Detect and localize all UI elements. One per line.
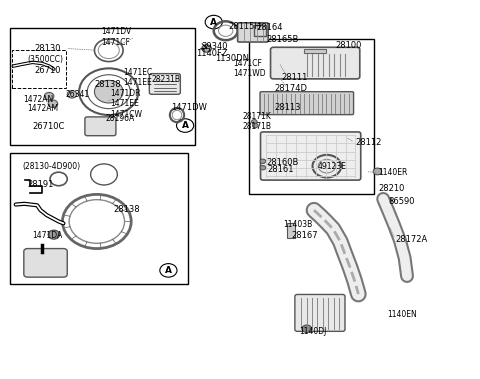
Text: 26710: 26710 bbox=[35, 66, 61, 75]
Text: 28165B: 28165B bbox=[266, 34, 299, 44]
Text: 28174D: 28174D bbox=[275, 84, 307, 93]
FancyBboxPatch shape bbox=[149, 74, 180, 94]
Bar bbox=[254, 25, 266, 36]
Text: 28191: 28191 bbox=[28, 180, 54, 190]
Circle shape bbox=[373, 168, 382, 175]
Text: 28164: 28164 bbox=[257, 23, 283, 32]
Text: 28172A: 28172A bbox=[395, 235, 427, 244]
Text: 1140EN: 1140EN bbox=[387, 310, 417, 319]
Text: 28112: 28112 bbox=[356, 138, 382, 147]
Text: A: A bbox=[181, 121, 189, 130]
FancyBboxPatch shape bbox=[295, 294, 345, 331]
Bar bbox=[304, 49, 326, 53]
Text: A: A bbox=[210, 17, 217, 27]
Text: 1471DA: 1471DA bbox=[33, 231, 63, 240]
FancyBboxPatch shape bbox=[24, 249, 67, 277]
Text: 26341: 26341 bbox=[66, 90, 90, 99]
Text: (28130-4D900): (28130-4D900) bbox=[23, 163, 81, 171]
Circle shape bbox=[48, 100, 58, 108]
Text: 1140DJ: 1140DJ bbox=[300, 327, 327, 336]
Text: 1130DN: 1130DN bbox=[215, 54, 249, 63]
Bar bbox=[249, 39, 373, 194]
Text: 28231B: 28231B bbox=[152, 75, 180, 84]
Text: 28171K
28171B: 28171K 28171B bbox=[242, 112, 271, 132]
Text: 1471CF
1471WD: 1471CF 1471WD bbox=[233, 59, 265, 78]
Circle shape bbox=[252, 119, 257, 124]
Text: 1472AN: 1472AN bbox=[23, 96, 53, 105]
Text: 1471DR
1471EE
1471CW: 1471DR 1471EE 1471CW bbox=[110, 89, 142, 119]
Bar bbox=[12, 50, 66, 88]
Bar bbox=[10, 28, 195, 145]
Text: 28100: 28100 bbox=[336, 41, 362, 50]
FancyBboxPatch shape bbox=[271, 47, 360, 79]
Circle shape bbox=[260, 165, 266, 170]
FancyBboxPatch shape bbox=[85, 117, 116, 136]
Text: 28196A: 28196A bbox=[106, 114, 135, 123]
Circle shape bbox=[44, 92, 54, 100]
Text: (3500CC): (3500CC) bbox=[28, 55, 64, 64]
Circle shape bbox=[202, 45, 211, 52]
Text: 28130: 28130 bbox=[35, 44, 61, 53]
FancyBboxPatch shape bbox=[260, 92, 354, 114]
Text: 28138: 28138 bbox=[114, 205, 140, 213]
Text: 28138: 28138 bbox=[95, 80, 121, 89]
Circle shape bbox=[252, 123, 258, 128]
Text: 1472AM: 1472AM bbox=[28, 104, 59, 113]
Text: 28111: 28111 bbox=[281, 73, 308, 82]
Text: 1471EC
1471EE: 1471EC 1471EE bbox=[123, 68, 152, 87]
Circle shape bbox=[302, 325, 312, 332]
Circle shape bbox=[48, 230, 60, 239]
Text: 1471DW: 1471DW bbox=[171, 103, 207, 112]
Text: 28113: 28113 bbox=[275, 103, 301, 112]
Circle shape bbox=[95, 80, 123, 103]
Bar bbox=[287, 223, 295, 238]
Text: 39340: 39340 bbox=[201, 42, 228, 51]
Text: 28161: 28161 bbox=[267, 166, 294, 174]
Text: 1471DV
1471CF: 1471DV 1471CF bbox=[102, 27, 132, 47]
Text: 28115H: 28115H bbox=[228, 22, 261, 31]
Text: 49123E: 49123E bbox=[317, 163, 346, 171]
Text: 11403B: 11403B bbox=[283, 219, 312, 229]
FancyBboxPatch shape bbox=[238, 23, 268, 42]
Text: 1140FZ: 1140FZ bbox=[196, 49, 228, 58]
FancyBboxPatch shape bbox=[261, 132, 361, 180]
Circle shape bbox=[67, 91, 77, 98]
Circle shape bbox=[384, 197, 392, 204]
Text: 86590: 86590 bbox=[388, 197, 414, 206]
Text: 28167: 28167 bbox=[291, 231, 318, 240]
Text: A: A bbox=[165, 266, 172, 275]
Circle shape bbox=[260, 159, 266, 164]
Text: 26710C: 26710C bbox=[33, 122, 65, 131]
Bar bbox=[10, 153, 188, 283]
Text: 28160B: 28160B bbox=[266, 158, 299, 167]
Text: 1140ER: 1140ER bbox=[378, 168, 408, 177]
Text: 28210: 28210 bbox=[378, 184, 405, 193]
